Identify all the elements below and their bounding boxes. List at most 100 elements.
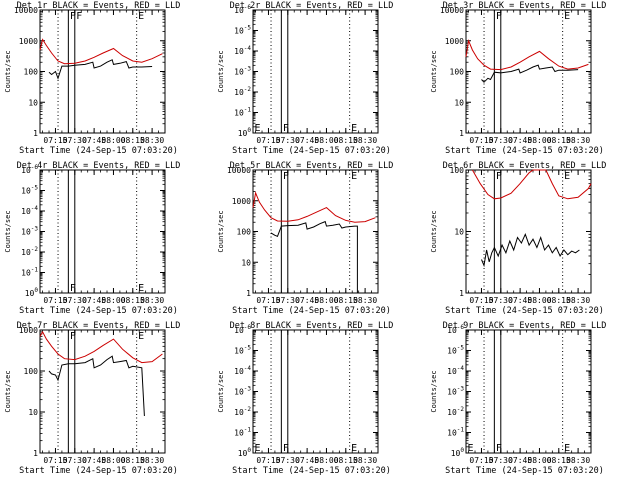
- marker-label: E: [255, 123, 261, 134]
- series-lld: [39, 330, 163, 364]
- y-tick-label: 10-4: [21, 205, 38, 216]
- x-axis-label: Start Time (24-Sep-15 07:03:20): [19, 306, 178, 316]
- x-tick-label: 08:30: [566, 136, 590, 145]
- series-lld: [39, 38, 163, 65]
- y-tick-label: 1: [33, 449, 38, 458]
- panel-det-6: Det 6r BLACK = Events, RED = LLD 1 10 100 07…: [430, 161, 606, 316]
- x-tick-label: 07:45: [295, 456, 319, 465]
- y-tick-label: 10-5: [234, 345, 251, 356]
- plot-frame: [252, 329, 379, 454]
- x-tick-label: 08:15: [121, 136, 145, 145]
- y-tick-label: 10-2: [234, 406, 251, 417]
- x-tick-label: 08:00: [101, 136, 125, 145]
- x-tick-label: 07:30: [276, 136, 300, 145]
- x-tick-label: 07:30: [63, 296, 87, 305]
- x-axis-label: Start Time (24-Sep-15 07:03:20): [19, 466, 178, 476]
- series-events: [48, 59, 153, 80]
- y-tick-label: 100: [237, 228, 252, 237]
- x-tick-label: 08:15: [121, 456, 145, 465]
- y-tick-label: 10-6: [234, 324, 251, 335]
- series-events: [48, 355, 145, 417]
- panel-det-4: Det 4r BLACK = Events, RED = LLD 100 10-1 1…: [4, 161, 180, 316]
- x-tick-label: 08:30: [140, 296, 164, 305]
- marker-label: F: [283, 443, 289, 454]
- y-tick-label: 10-3: [21, 226, 38, 237]
- y-tick-label: 10-6: [447, 324, 464, 335]
- x-tick-label: 08:15: [121, 296, 145, 305]
- y-axis-label: Counts/sec: [217, 210, 225, 252]
- x-tick-label: 07:45: [82, 136, 106, 145]
- x-tick-label: 07:15: [256, 296, 280, 305]
- x-tick-label: 08:15: [547, 296, 571, 305]
- y-tick-label: 10-5: [21, 185, 38, 196]
- panel-title: Det 9r BLACK = Events, RED = LLD: [443, 321, 607, 331]
- x-tick-label: 07:45: [82, 296, 106, 305]
- marker-label: E: [564, 11, 570, 22]
- x-tick-label: 07:45: [295, 296, 319, 305]
- x-axis-label: Start Time (24-Sep-15 07:03:20): [232, 466, 391, 476]
- x-tick-label: 08:30: [140, 136, 164, 145]
- marker-label: E: [255, 443, 261, 454]
- y-tick-label: 100: [450, 68, 465, 77]
- y-tick-label: 10-6: [21, 164, 38, 175]
- panel-det-3: Det 3r BLACK = Events, RED = LLD 1 10 100 10…: [430, 1, 606, 156]
- y-axis-label: Counts/sec: [430, 50, 438, 92]
- y-axis-label: Counts/sec: [217, 370, 225, 412]
- x-tick-label: 07:15: [469, 296, 493, 305]
- panel-title: Det 3r BLACK = Events, RED = LLD: [443, 1, 607, 11]
- y-tick-label: 10-1: [447, 427, 464, 438]
- y-tick-label: 10: [241, 258, 251, 267]
- x-tick-label: 08:30: [353, 456, 377, 465]
- plot-frame: [252, 9, 379, 134]
- x-tick-label: 07:15: [43, 296, 67, 305]
- x-tick-label: 07:30: [63, 136, 87, 145]
- y-tick-label: 10-2: [447, 406, 464, 417]
- x-tick-label: 08:00: [527, 296, 551, 305]
- plot-frame: [465, 329, 592, 454]
- y-tick-label: 10-3: [447, 386, 464, 397]
- x-tick-label: 07:45: [82, 456, 106, 465]
- y-tick-label: 1000: [19, 37, 38, 46]
- x-tick-label: 08:00: [527, 456, 551, 465]
- panel-det-7: Det 7r BLACK = Events, RED = LLD 1 10 100 10…: [4, 321, 180, 476]
- series-events: [481, 64, 579, 83]
- x-tick-label: 07:15: [43, 456, 67, 465]
- marker-label: E: [138, 11, 144, 22]
- x-tick-label: 08:30: [566, 456, 590, 465]
- y-tick-label: 10-3: [234, 66, 251, 77]
- y-tick-label: 100: [25, 287, 39, 298]
- y-tick-label: 10: [454, 228, 464, 237]
- panel-title: Det 1r BLACK = Events, RED = LLD: [17, 1, 181, 11]
- x-tick-label: 07:30: [489, 136, 513, 145]
- series-events: [270, 220, 358, 293]
- x-axis-label: Start Time (24-Sep-15 07:03:20): [445, 146, 604, 156]
- series-lld: [252, 191, 376, 223]
- marker-label: E: [138, 283, 144, 294]
- y-tick-label: 10000: [227, 166, 251, 175]
- x-tick-label: 08:30: [566, 296, 590, 305]
- x-tick-label: 08:30: [353, 136, 377, 145]
- x-axis-label: Start Time (24-Sep-15 07:03:20): [445, 466, 604, 476]
- y-tick-label: 1: [246, 289, 251, 298]
- x-tick-label: 08:00: [527, 136, 551, 145]
- y-axis-label: Counts/sec: [430, 370, 438, 412]
- y-tick-label: 10-5: [447, 345, 464, 356]
- x-tick-label: 08:15: [547, 136, 571, 145]
- x-axis-label: Start Time (24-Sep-15 07:03:20): [445, 306, 604, 316]
- y-tick-label: 10: [28, 98, 38, 107]
- marker-label: E: [468, 443, 474, 454]
- panel-title: Det 6r BLACK = Events, RED = LLD: [443, 161, 607, 171]
- y-tick-label: 1: [33, 129, 38, 138]
- y-axis-label: Counts/sec: [4, 210, 12, 252]
- plot-frame: [465, 9, 592, 134]
- marker-label: F: [496, 443, 502, 454]
- y-tick-label: 10-2: [21, 246, 38, 257]
- series-events: [481, 232, 580, 268]
- panel-title: Det 2r BLACK = Events, RED = LLD: [230, 1, 394, 11]
- y-tick-label: 10-6: [234, 4, 251, 15]
- y-tick-label: 10: [454, 98, 464, 107]
- y-tick-label: 10-4: [234, 45, 251, 56]
- y-tick-label: 1000: [445, 37, 464, 46]
